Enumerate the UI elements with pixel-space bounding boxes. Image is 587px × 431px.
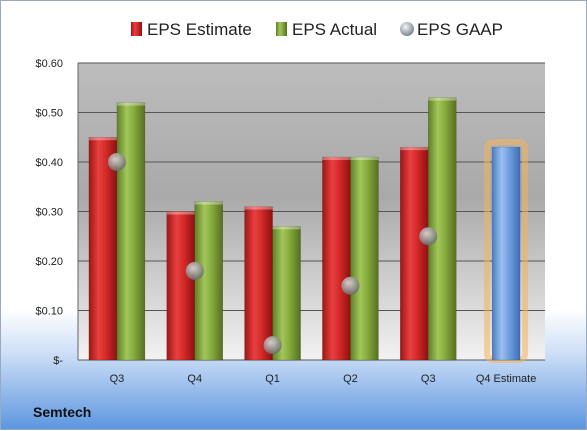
bar-top-highlight <box>194 201 223 205</box>
actual-bar <box>350 156 379 361</box>
company-label: Semtech <box>33 404 91 420</box>
bar-top-highlight <box>244 206 273 210</box>
gaap-point <box>107 153 126 171</box>
bar-top-highlight <box>322 157 351 161</box>
actual-bar <box>116 102 146 361</box>
legend-swatch <box>131 22 142 36</box>
q4-estimate-bar <box>491 146 521 361</box>
y-tick-label: $0.60 <box>35 58 63 70</box>
bar-top-highlight <box>116 102 145 106</box>
legend-swatch <box>400 22 414 36</box>
legend-label: EPS GAAP <box>417 20 503 39</box>
bars <box>88 97 529 363</box>
gaap-point <box>263 336 282 355</box>
gridlines <box>78 62 545 361</box>
y-tick-label: $0.50 <box>35 108 63 120</box>
actual-bar <box>194 201 223 361</box>
y-tick-label: $0.20 <box>35 256 63 268</box>
x-tick-label: Q3 <box>421 373 436 385</box>
bar-top-highlight <box>400 147 429 151</box>
x-tick-label: Q4 Estimate <box>476 373 537 385</box>
y-tick-label: $- <box>53 355 63 367</box>
legend-label: EPS Estimate <box>147 20 252 39</box>
estimate-bar <box>322 156 351 361</box>
bar-top-highlight <box>166 211 195 215</box>
estimate-bar <box>244 206 273 361</box>
actual-bar <box>272 226 301 361</box>
estimate-bar <box>400 146 429 361</box>
bar-top-highlight <box>272 226 301 230</box>
y-axis: $- $0.10 $0.20 $0.30 $0.40 $0.50 $0.60 <box>35 58 79 367</box>
bar-top-highlight <box>428 97 457 101</box>
x-tick-label: Q1 <box>265 373 280 385</box>
y-tick-label: $0.40 <box>35 157 63 169</box>
y-tick-label: $0.30 <box>35 207 63 219</box>
legend: EPS Estimate EPS Actual EPS GAAP <box>131 20 503 39</box>
x-tick-label: Q4 <box>187 373 202 385</box>
legend-swatch <box>276 22 287 36</box>
gaap-point <box>185 261 204 280</box>
bar-top-highlight <box>88 137 117 141</box>
estimate-bar <box>166 211 195 361</box>
gaap-point <box>341 276 360 295</box>
x-tick-label: Q3 <box>110 373 125 385</box>
estimate-bar <box>88 137 118 361</box>
bar-top-highlight <box>350 157 379 161</box>
x-axis: Q3 Q4 Q1 Q2 Q3 Q4 Estimate <box>110 373 537 385</box>
y-tick-label: $0.10 <box>35 306 63 318</box>
gaap-point <box>419 227 438 246</box>
gaap-points <box>107 153 438 355</box>
legend-label: EPS Actual <box>292 20 377 39</box>
x-tick-label: Q2 <box>343 373 358 385</box>
